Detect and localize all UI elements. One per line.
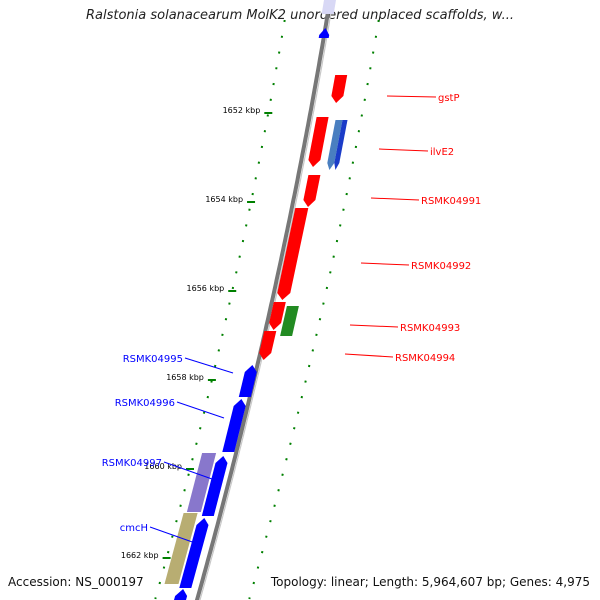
gene-label: RSMK04995 (123, 354, 183, 365)
gene-arrow (269, 302, 286, 330)
gene-arrow (318, 28, 330, 38)
gene-arrow (308, 117, 329, 167)
gene-arrow (331, 75, 348, 103)
accession-label: Accession: NS_000197 (8, 575, 144, 589)
scale-tick-label: 1662 kbp (121, 551, 159, 560)
gene-leader-line (370, 197, 420, 201)
backbone-line (194, 0, 333, 600)
scale-tick-label: 1660 kbp (144, 462, 182, 471)
gene-arrow (186, 453, 217, 512)
gene-label: RSMK04996 (115, 398, 175, 409)
scale-tick-label: 1658 kbp (166, 373, 204, 382)
gene-arrow (179, 518, 209, 588)
gene-arrow (201, 456, 228, 516)
gene-label: RSMK04992 (411, 261, 471, 272)
gene-leader-line (163, 461, 213, 480)
backbone-shadow (199, 0, 334, 600)
gene-label: gstP (438, 93, 460, 104)
gene-label: RSMK04991 (421, 196, 481, 207)
scale-tick-label: 1656 kbp (187, 284, 225, 293)
gene-leader-line (349, 324, 399, 328)
map-title: Ralstonia solanacearum MolK2 unordered u… (85, 8, 514, 23)
gene-label: ilvE2 (430, 147, 454, 158)
gene-leader-line (360, 262, 410, 266)
gene-leader-line (176, 401, 225, 419)
gene-label: RSMK04993 (400, 323, 460, 334)
gene-arrow (238, 365, 257, 397)
gene-leader-line (149, 526, 199, 545)
gene-arrow (277, 208, 309, 300)
gene-arrow (174, 589, 188, 600)
scale-tick-label: 1654 kbp (205, 195, 243, 204)
gene-leader-line (344, 353, 394, 358)
gene-arrow (164, 513, 198, 584)
gene-arrow (334, 120, 348, 170)
gene-arrow (280, 306, 299, 336)
gene-label: cmcH (120, 523, 148, 534)
gene-arrow (259, 331, 277, 360)
gene-arrow (303, 175, 321, 207)
gene-label: RSMK04997 (102, 458, 162, 469)
genome-summary: Topology: linear; Length: 5,964,607 bp; … (270, 575, 590, 589)
gene-arrow (321, 0, 336, 14)
gene-leader-line (378, 148, 429, 152)
gene-label: RSMK04994 (395, 353, 455, 364)
gene-arrow (327, 120, 343, 170)
scale-tick-label: 1652 kbp (223, 106, 261, 115)
gene-arrow (222, 399, 246, 452)
gene-leader-line (184, 357, 234, 374)
gene-leader-line (386, 95, 437, 98)
